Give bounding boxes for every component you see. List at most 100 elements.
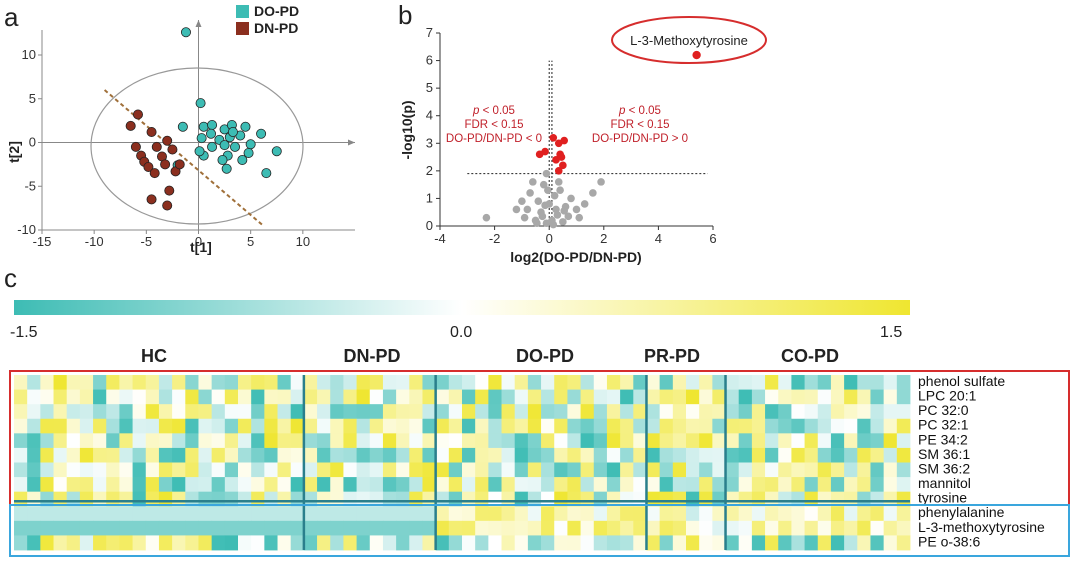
heatmap-cell: [646, 520, 661, 536]
heatmap-cell: [224, 520, 239, 536]
do-pd-point: [271, 146, 282, 157]
dn-pd-point: [146, 194, 157, 205]
heatmap-cell: [580, 433, 595, 449]
heatmap-cell: [765, 520, 779, 536]
heatmap-cell: [66, 433, 81, 449]
heatmap-cell: [475, 375, 489, 390]
heatmap-cell: [593, 375, 608, 390]
heatmap-cell: [251, 447, 265, 463]
heatmap-cell: [185, 404, 199, 420]
heatmap-cell: [172, 418, 186, 434]
heatmap-cell: [211, 389, 226, 405]
heatmap-cell: [119, 375, 133, 390]
heatmap-cell: [79, 433, 94, 449]
heatmap-cell: [211, 433, 226, 449]
heatmap-cell: [672, 447, 687, 463]
heatmap-cell: [145, 447, 160, 463]
heatmap-cell: [620, 535, 634, 551]
heatmap-cell: [527, 433, 542, 449]
heatmap-cell: [580, 389, 595, 405]
heatmap-cell: [198, 462, 213, 478]
heatmap-cell: [422, 477, 437, 493]
heatmap-cell: [409, 404, 423, 420]
heatmap-cell: [765, 433, 779, 449]
heatmap-cell: [554, 404, 568, 420]
heatmap-cell: [646, 404, 661, 420]
heatmap-cell: [514, 375, 529, 390]
legend-swatch-dn-pd: [236, 22, 249, 35]
pca-x-tick-label: 0: [195, 234, 202, 249]
heatmap-cell: [211, 462, 226, 478]
heatmap-cell: [527, 477, 542, 493]
heatmap-cell: [738, 389, 753, 405]
heatmap-cell: [817, 462, 832, 478]
group-label-do-pd: DO-PD: [516, 346, 574, 366]
heatmap-cell: [158, 520, 173, 536]
heatmap-cell: [870, 404, 885, 420]
heatmap-cell: [40, 477, 54, 493]
do-pd-point: [219, 140, 230, 151]
heatmap-cell: [804, 418, 819, 434]
heatmap-cell: [857, 477, 871, 493]
heatmap-cell: [870, 506, 885, 522]
heatmap-cell: [896, 389, 911, 405]
heatmap-cell: [659, 535, 674, 551]
heatmap-group-labels: HC DN-PD DO-PD PR-PD CO-PD: [141, 346, 839, 366]
heatmap-cell: [382, 404, 397, 420]
heatmap-cell: [369, 404, 384, 420]
heatmap-cell: [567, 447, 581, 463]
heatmap-cell: [224, 389, 239, 405]
heatmap-cell: [435, 447, 450, 463]
heatmap-cell: [620, 418, 634, 434]
heatmap-cell: [382, 375, 397, 390]
heatmap-cell: [93, 389, 107, 405]
heatmap-cell: [593, 506, 608, 522]
heatmap-cell: [356, 433, 371, 449]
heatmap-cell: [40, 404, 54, 420]
heatmap-cell: [580, 418, 595, 434]
heatmap-cell: [830, 433, 845, 449]
heatmap-cell: [844, 375, 858, 390]
heatmap-cell: [699, 389, 713, 405]
heatmap-cell: [356, 404, 371, 420]
heatmap-cell: [172, 389, 186, 405]
heatmap-cell: [330, 491, 344, 507]
heatmap-cell: [448, 404, 463, 420]
do-pd-point: [194, 146, 205, 157]
heatmap-cell: [66, 520, 81, 536]
heatmap-cell: [79, 520, 94, 536]
heatmap-cell: [778, 447, 792, 463]
heatmap-cell: [198, 491, 213, 507]
heatmap-cell: [27, 462, 41, 478]
heatmap-cell: [606, 520, 621, 536]
nonsignificant-point: [542, 169, 551, 178]
heatmap-cell: [198, 404, 213, 420]
heatmap-cell: [145, 506, 160, 522]
heatmap-cell: [804, 404, 819, 420]
heatmap-cell: [870, 418, 885, 434]
heatmap-cell: [158, 491, 173, 507]
heatmap-cell: [738, 520, 753, 536]
heatmap-cell: [264, 462, 278, 478]
heatmap-cell: [330, 404, 344, 420]
heatmap-cell: [27, 404, 41, 420]
heatmap-cell: [172, 433, 186, 449]
heatmap-cell: [251, 375, 265, 390]
nonsignificant-point: [539, 180, 548, 189]
heatmap-cell: [725, 375, 740, 390]
heatmap-cell: [369, 477, 384, 493]
annotation-left-line: p < 0.05: [472, 105, 515, 117]
heatmap-cell: [330, 462, 344, 478]
heatmap-cell: [857, 447, 871, 463]
heatmap-cell: [620, 447, 634, 463]
heatmap-cell: [844, 506, 858, 522]
volcano-y-tick-label: 3: [426, 135, 433, 150]
heatmap-cell: [185, 375, 199, 390]
nonsignificant-point: [533, 219, 541, 228]
heatmap-cell: [317, 535, 331, 551]
heatmap-cell: [106, 418, 120, 434]
heatmap-cell: [817, 418, 832, 434]
pca-y-tick-label: 0: [29, 135, 36, 150]
heatmap-cell: [277, 375, 292, 390]
volcano-y-tick-label: 5: [426, 80, 433, 95]
